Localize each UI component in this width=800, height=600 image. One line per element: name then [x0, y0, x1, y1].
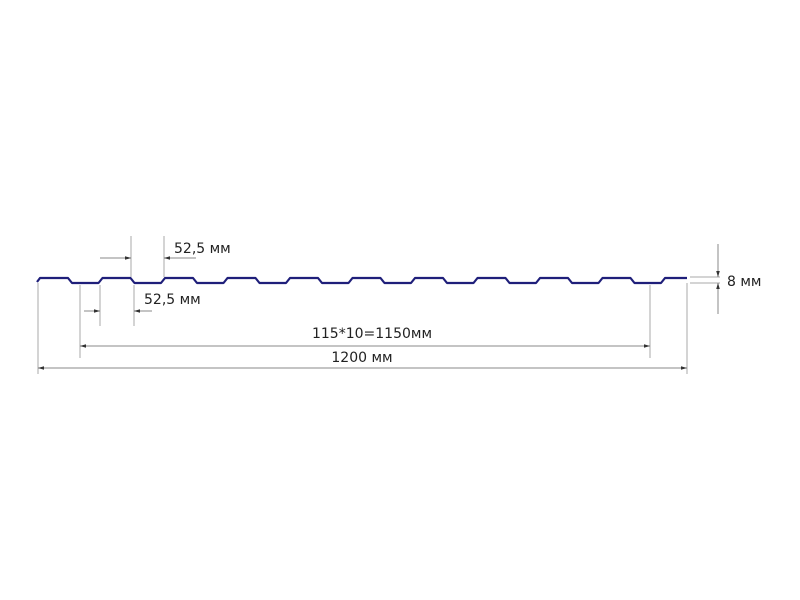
total-width-label: 1200 мм [331, 350, 392, 366]
height-label: 8 мм [727, 274, 761, 290]
working-width-label: 115*10=1150мм [312, 326, 432, 342]
pitch-bottom-label: 52,5 мм [144, 292, 201, 308]
sheet-profile [36, 276, 687, 285]
pitch-top-label: 52,5 мм [174, 241, 231, 257]
